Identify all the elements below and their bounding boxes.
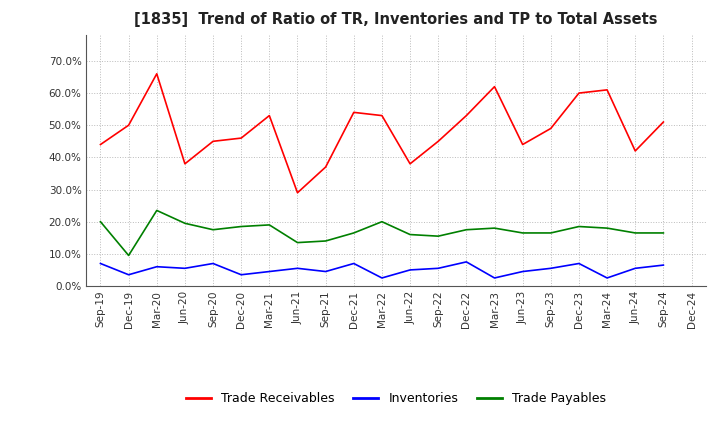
Trade Receivables (96, 142, 105, 147)
Trade Receivables (518, 142, 527, 147)
Inventories (96, 261, 105, 266)
Inventories (406, 267, 415, 272)
Line: Inventories: Inventories (101, 262, 663, 278)
Title: [1835]  Trend of Ratio of TR, Inventories and TP to Total Assets: [1835] Trend of Ratio of TR, Inventories… (134, 12, 658, 27)
Trade Payables (546, 230, 555, 235)
Line: Trade Payables: Trade Payables (101, 210, 663, 256)
Inventories (434, 266, 443, 271)
Inventories (659, 262, 667, 268)
Inventories (321, 269, 330, 274)
Trade Receivables (490, 84, 499, 89)
Trade Payables (575, 224, 583, 229)
Inventories (518, 269, 527, 274)
Trade Payables (349, 230, 358, 235)
Trade Payables (631, 230, 639, 235)
Trade Payables (377, 219, 386, 224)
Trade Payables (406, 232, 415, 237)
Trade Payables (125, 253, 133, 258)
Inventories (603, 275, 611, 281)
Inventories (293, 266, 302, 271)
Trade Payables (659, 230, 667, 235)
Trade Payables (96, 219, 105, 224)
Inventories (490, 275, 499, 281)
Trade Payables (209, 227, 217, 232)
Inventories (125, 272, 133, 277)
Inventories (631, 266, 639, 271)
Trade Receivables (293, 190, 302, 195)
Inventories (349, 261, 358, 266)
Trade Receivables (406, 161, 415, 166)
Trade Payables (237, 224, 246, 229)
Trade Receivables (125, 123, 133, 128)
Trade Receivables (181, 161, 189, 166)
Inventories (237, 272, 246, 277)
Inventories (575, 261, 583, 266)
Inventories (377, 275, 386, 281)
Trade Receivables (321, 165, 330, 170)
Trade Payables (434, 234, 443, 239)
Line: Trade Receivables: Trade Receivables (101, 74, 663, 193)
Inventories (546, 266, 555, 271)
Trade Payables (490, 225, 499, 231)
Trade Payables (265, 222, 274, 227)
Legend: Trade Receivables, Inventories, Trade Payables: Trade Receivables, Inventories, Trade Pa… (181, 387, 611, 410)
Trade Payables (321, 238, 330, 244)
Trade Receivables (377, 113, 386, 118)
Trade Receivables (349, 110, 358, 115)
Trade Payables (181, 221, 189, 226)
Trade Payables (293, 240, 302, 245)
Trade Receivables (153, 71, 161, 77)
Trade Receivables (237, 136, 246, 141)
Inventories (181, 266, 189, 271)
Trade Payables (153, 208, 161, 213)
Trade Payables (603, 225, 611, 231)
Trade Receivables (603, 87, 611, 92)
Trade Receivables (434, 139, 443, 144)
Trade Receivables (575, 91, 583, 96)
Trade Payables (518, 230, 527, 235)
Trade Receivables (209, 139, 217, 144)
Trade Receivables (462, 113, 471, 118)
Inventories (209, 261, 217, 266)
Trade Receivables (659, 119, 667, 125)
Trade Receivables (546, 126, 555, 131)
Trade Receivables (631, 148, 639, 154)
Inventories (462, 259, 471, 264)
Inventories (265, 269, 274, 274)
Inventories (153, 264, 161, 269)
Trade Payables (462, 227, 471, 232)
Trade Receivables (265, 113, 274, 118)
